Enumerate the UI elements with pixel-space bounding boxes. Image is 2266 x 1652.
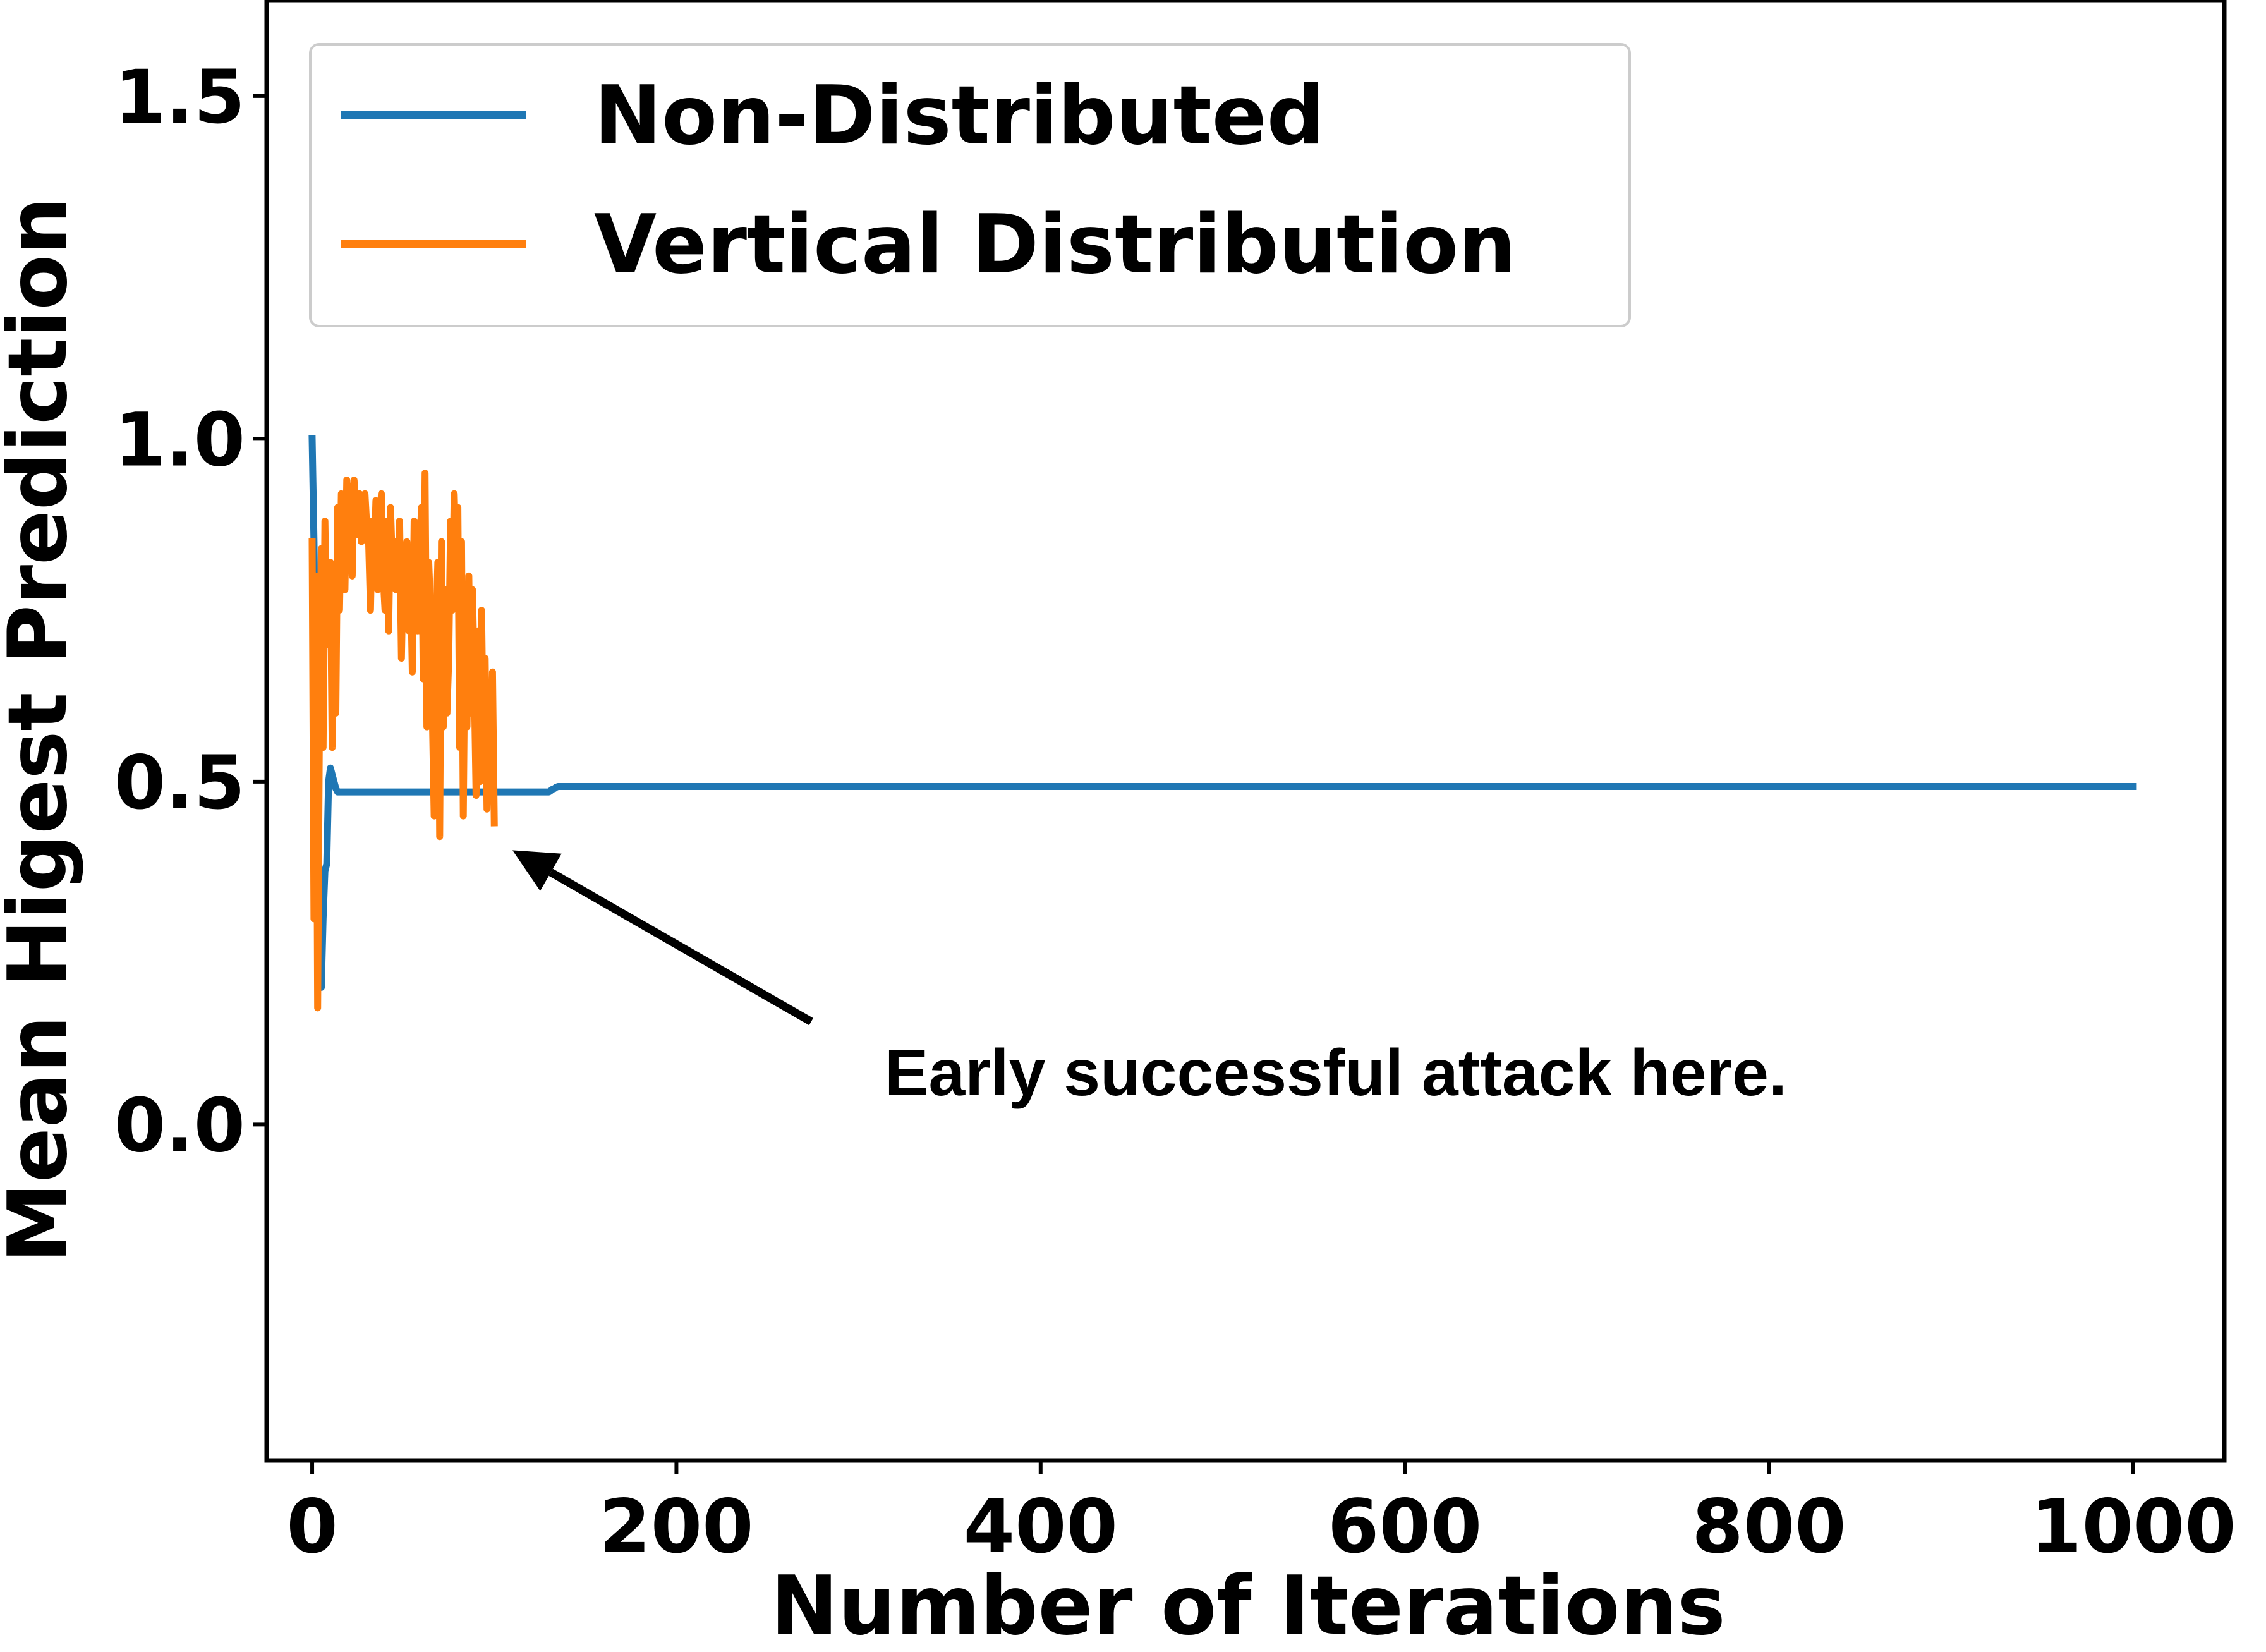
y-tick-label: 1.5 xyxy=(114,54,245,140)
annotation-arrowhead xyxy=(512,850,562,891)
y-tick-label: 0.0 xyxy=(114,1082,245,1169)
legend-label-vertical-distribution: Vertical Distribution xyxy=(594,198,1516,292)
x-tick-label: 600 xyxy=(1328,1483,1482,1570)
legend-box xyxy=(309,43,1631,327)
y-tick-label: 1.0 xyxy=(114,396,245,483)
x-tick-label: 400 xyxy=(964,1483,1118,1570)
y-axis-title: Mean Higest Prediction xyxy=(0,197,85,1263)
y-tick-label: 0.5 xyxy=(114,739,245,826)
plot-area-frame xyxy=(264,0,2227,1463)
series-line-non-distributed xyxy=(308,435,2137,991)
axis-ticks: 0 200 400 600 800 1000 0.0 0.5 1.0 1.5 xyxy=(114,54,2236,1570)
annotation-layer: Early successful attack here. xyxy=(512,850,1787,1110)
x-tick-label: 1000 xyxy=(2030,1483,2236,1570)
annotation-arrow xyxy=(548,868,813,1026)
series-layer xyxy=(308,435,2137,1012)
x-axis-title: Number of Iterations xyxy=(770,1559,1725,1652)
legend: Non-Distributed Vertical Distribution xyxy=(309,43,1631,327)
annotation-text: Early successful attack here. xyxy=(885,1036,1787,1110)
x-tick-label: 0 xyxy=(286,1483,337,1570)
x-tick-label: 800 xyxy=(1692,1483,1846,1570)
x-tick-label: 200 xyxy=(599,1483,753,1570)
series-line-vertical-distribution xyxy=(308,470,498,1012)
legend-label-non-distributed: Non-Distributed xyxy=(594,69,1324,163)
